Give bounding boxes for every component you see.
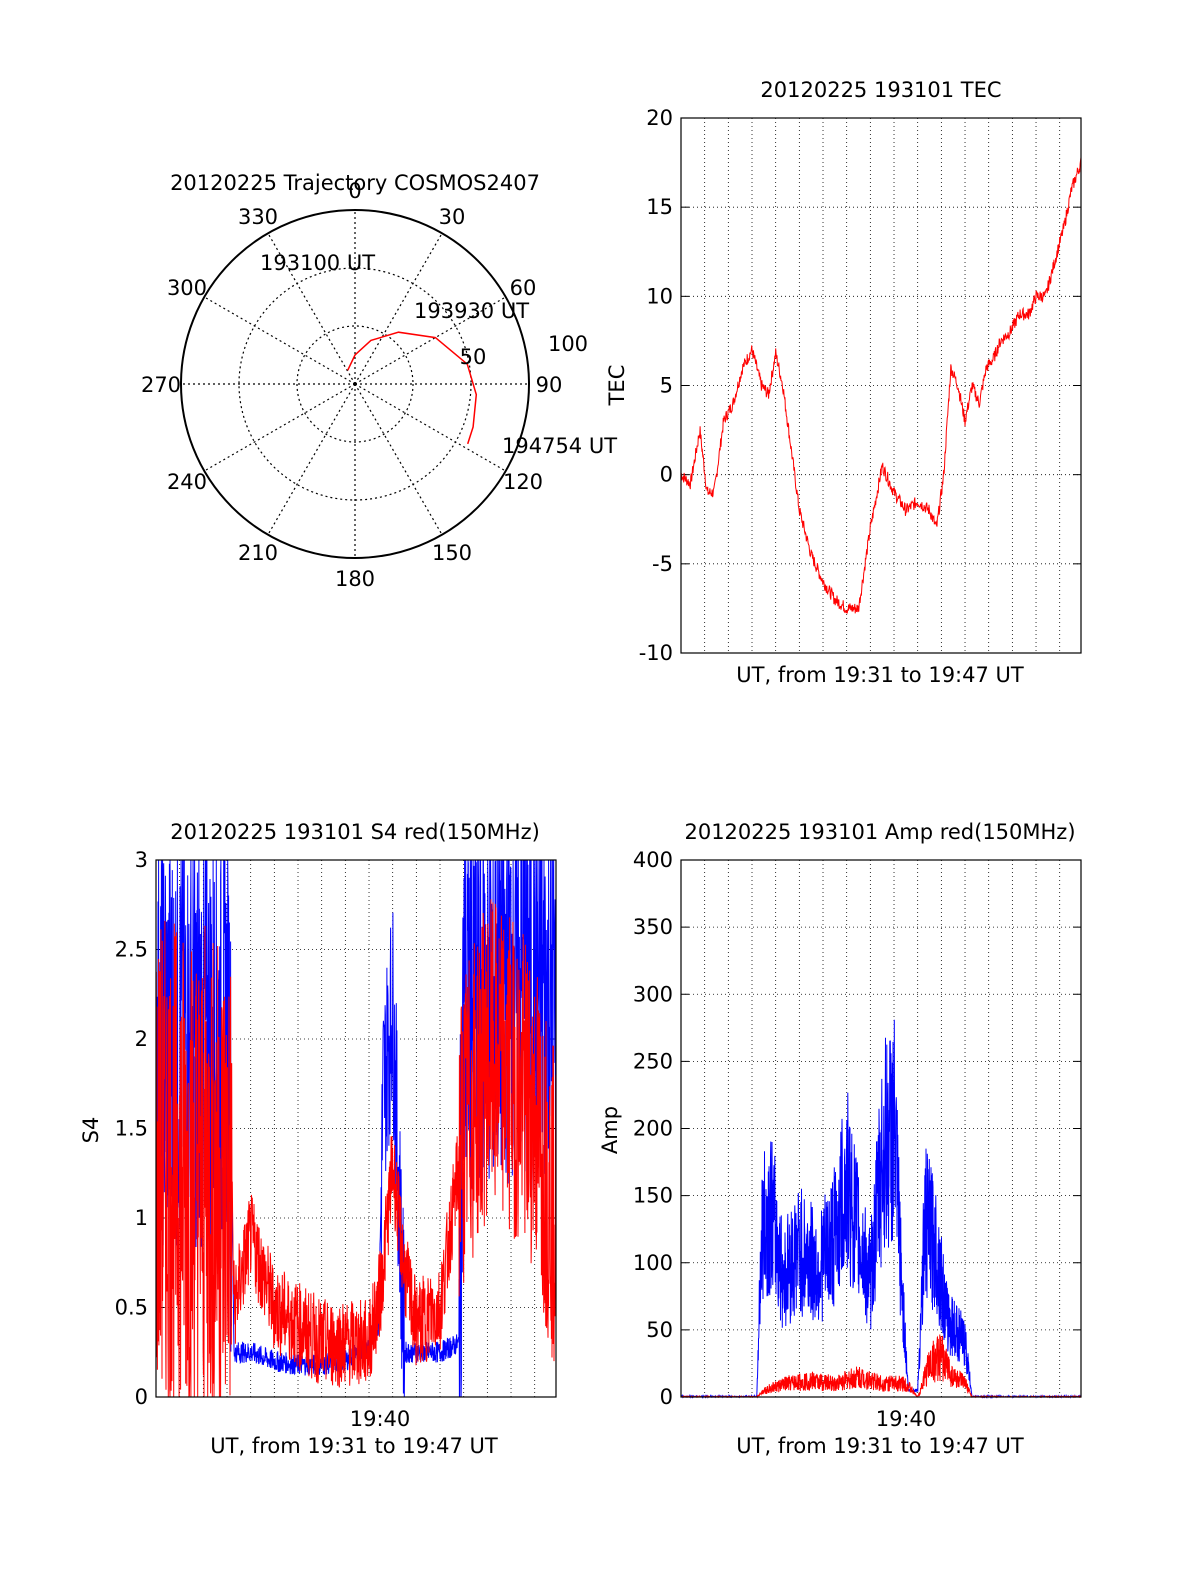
tec-title: 20120225 193101 TEC [760,78,1001,102]
s4-y-tick-labels: 0 0.5 1 1.5 2 2.5 3 [115,848,148,1409]
s4-ytick-label: 0.5 [115,1296,148,1320]
polar-spoke [267,383,356,535]
tec-xlabel: UT, from 19:31 to 19:47 UT [736,663,1024,687]
amp-ytick-label: 50 [646,1318,673,1342]
annotation-mid-time: 193930 UT [414,299,529,323]
polar-spoke [204,296,356,385]
amp-xtick-label: 19:40 [876,1407,937,1431]
annotation-start-time: 193100 UT [260,251,375,275]
s4-xtick-label: 19:40 [350,1407,411,1431]
s4-title: 20120225 193101 S4 red(150MHz) [170,820,540,844]
polar-spoke [354,233,443,385]
polar-radial-label-50: 50 [460,345,487,369]
polar-azimuth-label: 60 [510,276,537,300]
tec-ytick-label: 0 [660,463,673,487]
polar-azimuth-label: 240 [167,470,207,494]
polar-azimuth-labels: 0 30 60 90 120 150 180 210 240 270 300 330 [141,179,562,591]
polar-azimuth-label: 90 [536,373,563,397]
amp-ytick-label: 0 [660,1385,673,1409]
polar-spoke [354,383,443,535]
s4-panel: 20120225 193101 S4 red(150MHz) 0 0.5 1 1.5 2… [79,820,557,1458]
polar-spoke [354,296,506,385]
tec-frame [680,117,1082,654]
amp-frame [680,859,1082,1398]
s4-ytick-label: 0 [135,1385,148,1409]
tec-ytick-label: 5 [660,374,673,398]
s4-series-line [155,899,557,1398]
amp-title: 20120225 193101 Amp red(150MHz) [684,820,1075,844]
polar-trajectory-line [347,331,478,445]
s4-ytick-label: 3 [135,848,148,872]
tec-ytick-label: 20 [646,106,673,130]
polar-azimuth-label: 0 [348,179,361,203]
amp-grid [681,859,1081,1398]
polar-spoke [267,233,356,385]
amp-series [680,1019,1082,1399]
polar-radial-label-100: 100 [548,332,588,356]
s4-series [155,859,557,1398]
amp-series-line [680,1334,1082,1399]
amp-xlabel: UT, from 19:31 to 19:47 UT [736,1434,1024,1458]
polar-azimuth-label: 30 [439,205,466,229]
s4-ytick-label: 2.5 [115,938,148,962]
polar-azimuth-label: 300 [167,276,207,300]
tec-series-line [680,157,1082,614]
polar-panel: 20120225 Trajectory COSMOS2407 0 30 60 90 12… [141,171,617,591]
amp-ytick-label: 400 [633,848,673,872]
tec-grid [681,117,1081,654]
s4-frame [155,859,557,1398]
tec-ytick-label: 15 [646,195,673,219]
amp-ytick-label: 250 [633,1049,673,1073]
s4-ytick-label: 1.5 [115,1117,148,1141]
s4-xlabel: UT, from 19:31 to 19:47 UT [210,1434,498,1458]
polar-azimuth-label: 210 [238,541,278,565]
polar-azimuth-label: 180 [335,567,375,591]
amp-y-tick-labels: 0 50 100 150 200 250 300 350 400 [633,848,673,1409]
amp-ytick-label: 350 [633,915,673,939]
polar-spoke [354,383,506,472]
amp-series-line [680,1019,1082,1399]
tec-ytick-label: -5 [652,552,673,576]
tec-panel: 20120225 193101 TEC -10 -5 0 5 10 15 20 UT, fr… [605,78,1082,687]
polar-elevation-ring [296,325,414,443]
amp-ytick-label: 300 [633,982,673,1006]
tec-ytick-label: 10 [646,284,673,308]
amp-ytick-label: 200 [633,1117,673,1141]
polar-azimuth-label: 120 [503,470,543,494]
s4-ylabel: S4 [79,1117,103,1144]
polar-outer-circle [180,209,530,559]
s4-ytick-label: 1 [135,1206,148,1230]
polar-azimuth-label: 330 [238,205,278,229]
polar-spoke [204,383,356,472]
tec-y-tick-labels: -10 -5 0 5 10 15 20 [639,106,673,665]
tec-series [680,157,1082,614]
polar-trajectory [347,331,478,445]
amp-ytick-label: 150 [633,1184,673,1208]
amp-ytick-label: 100 [633,1251,673,1275]
amp-panel: 20120225 193101 Amp red(150MHz) 0 50 100 15… [598,820,1082,1458]
polar-grid [180,209,530,559]
polar-azimuth-label: 270 [141,373,181,397]
polar-azimuth-label: 150 [432,541,472,565]
polar-title: 20120225 Trajectory COSMOS2407 [170,171,540,195]
amp-ylabel: Amp [598,1106,622,1154]
tec-ytick-label: -10 [639,641,673,665]
annotation-end-time: 194754 UT [502,434,617,458]
tec-ylabel: TEC [605,365,629,407]
s4-ytick-label: 2 [135,1027,148,1051]
